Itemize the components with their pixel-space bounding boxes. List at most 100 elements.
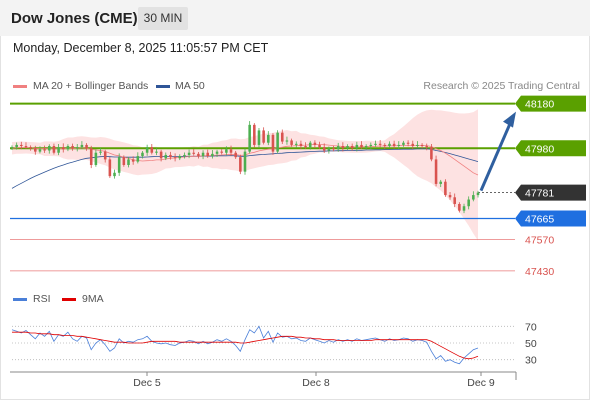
candle-body bbox=[94, 152, 98, 165]
candle-body bbox=[406, 142, 410, 144]
ma20-legend-label: MA 20 + Bollinger Bands bbox=[33, 80, 149, 92]
research-credit: Research © 2025 Trading Central bbox=[423, 80, 580, 92]
candle-body bbox=[131, 159, 135, 162]
candle-body bbox=[108, 159, 112, 177]
candle-body bbox=[462, 206, 466, 211]
candle-body bbox=[75, 147, 79, 149]
candle-body bbox=[294, 143, 298, 145]
candle-body bbox=[66, 146, 70, 150]
candle-body bbox=[392, 143, 396, 147]
timestamp: Monday, December 8, 2025 11:05:57 PM CET bbox=[13, 41, 269, 55]
candle-body bbox=[38, 149, 42, 152]
candle-body bbox=[257, 130, 261, 145]
ma50-legend-swatch bbox=[156, 85, 170, 88]
level-label-48180: 48180 bbox=[525, 99, 554, 111]
level-tag-47980 bbox=[515, 140, 586, 157]
candle-body bbox=[141, 152, 144, 157]
candle-body bbox=[346, 146, 349, 149]
level-label-47430: 47430 bbox=[525, 266, 554, 278]
candle-body bbox=[80, 144, 84, 148]
rsi-legend-label: RSI bbox=[33, 293, 51, 305]
candle-body bbox=[360, 144, 363, 148]
level-label-47781: 47781 bbox=[525, 188, 554, 200]
candle-body bbox=[57, 147, 60, 153]
rsi-ma9-line bbox=[12, 331, 479, 360]
candle-body bbox=[374, 143, 377, 145]
rsi-tick-50: 50 bbox=[525, 338, 537, 350]
candle-body bbox=[43, 149, 46, 151]
candle-body bbox=[206, 152, 210, 157]
candle-body bbox=[197, 153, 200, 157]
candle-body bbox=[136, 156, 140, 162]
candle-body bbox=[99, 151, 102, 153]
candle-body bbox=[285, 140, 289, 142]
candle-body bbox=[47, 146, 51, 151]
candle-body bbox=[169, 154, 172, 158]
candle-body bbox=[271, 134, 275, 152]
candle-body bbox=[336, 146, 340, 150]
candle-body bbox=[416, 144, 419, 147]
candle-body bbox=[89, 148, 93, 165]
candle-body bbox=[448, 195, 452, 198]
candle-body bbox=[71, 146, 74, 149]
candle-body bbox=[467, 199, 470, 207]
candle-body bbox=[117, 157, 121, 173]
candle-body bbox=[290, 140, 293, 145]
ma50-legend-label: MA 50 bbox=[175, 80, 205, 92]
header-bar: Dow Jones (CME) 30 MIN bbox=[0, 0, 590, 36]
candle-body bbox=[439, 181, 443, 184]
candle-body bbox=[178, 156, 182, 159]
candle-body bbox=[332, 148, 335, 150]
candle-body bbox=[24, 146, 28, 148]
candle-body bbox=[211, 153, 214, 157]
candle-body bbox=[220, 151, 223, 153]
candle-body bbox=[253, 124, 256, 145]
candle-body bbox=[476, 192, 480, 196]
rsi-line bbox=[11, 325, 479, 365]
candle-body bbox=[453, 197, 456, 204]
candle-body bbox=[434, 159, 438, 184]
candle-body bbox=[262, 130, 265, 143]
candle-body bbox=[183, 154, 186, 157]
candle-body bbox=[276, 132, 279, 152]
level-tag-48180 bbox=[515, 95, 586, 112]
candle-body bbox=[299, 143, 303, 147]
candle-body bbox=[383, 144, 387, 147]
candle-body bbox=[113, 172, 116, 177]
candle-body bbox=[201, 152, 205, 157]
candle-body bbox=[239, 157, 242, 172]
candle-body bbox=[103, 151, 107, 160]
candle-body bbox=[85, 144, 88, 149]
candle-body bbox=[402, 142, 405, 145]
candle-body bbox=[145, 147, 149, 153]
rsi-legend-swatch bbox=[13, 298, 27, 301]
rsi-tick-30: 30 bbox=[525, 355, 537, 367]
x-tick-label: Dec 5 bbox=[133, 377, 161, 389]
candle-body bbox=[164, 154, 168, 159]
x-tick-label: Dec 9 bbox=[467, 377, 495, 389]
timeframe-badge[interactable]: 30 MIN bbox=[138, 7, 188, 30]
candle-body bbox=[192, 152, 196, 154]
forecast-arrow-head bbox=[503, 111, 516, 128]
candle-body bbox=[34, 148, 37, 152]
candle-body bbox=[322, 147, 326, 151]
candle-body bbox=[229, 149, 233, 153]
candle-body bbox=[10, 147, 14, 149]
candle-body bbox=[52, 146, 56, 153]
candle-body bbox=[327, 148, 331, 151]
candle-body bbox=[341, 146, 345, 149]
candle-body bbox=[397, 144, 401, 147]
candle-body bbox=[234, 152, 237, 158]
candle-body bbox=[280, 132, 284, 142]
candle-body bbox=[159, 151, 163, 159]
level-tag-47665 bbox=[515, 210, 586, 227]
candle-body bbox=[127, 159, 130, 165]
candle-body bbox=[388, 143, 391, 147]
candle-body bbox=[369, 144, 373, 147]
rsi-tick-70: 70 bbox=[525, 321, 537, 333]
candle-body bbox=[248, 124, 251, 152]
rsi-ma9-legend-swatch bbox=[62, 298, 76, 301]
level-label-47665: 47665 bbox=[525, 213, 554, 225]
candle-body bbox=[61, 147, 65, 150]
